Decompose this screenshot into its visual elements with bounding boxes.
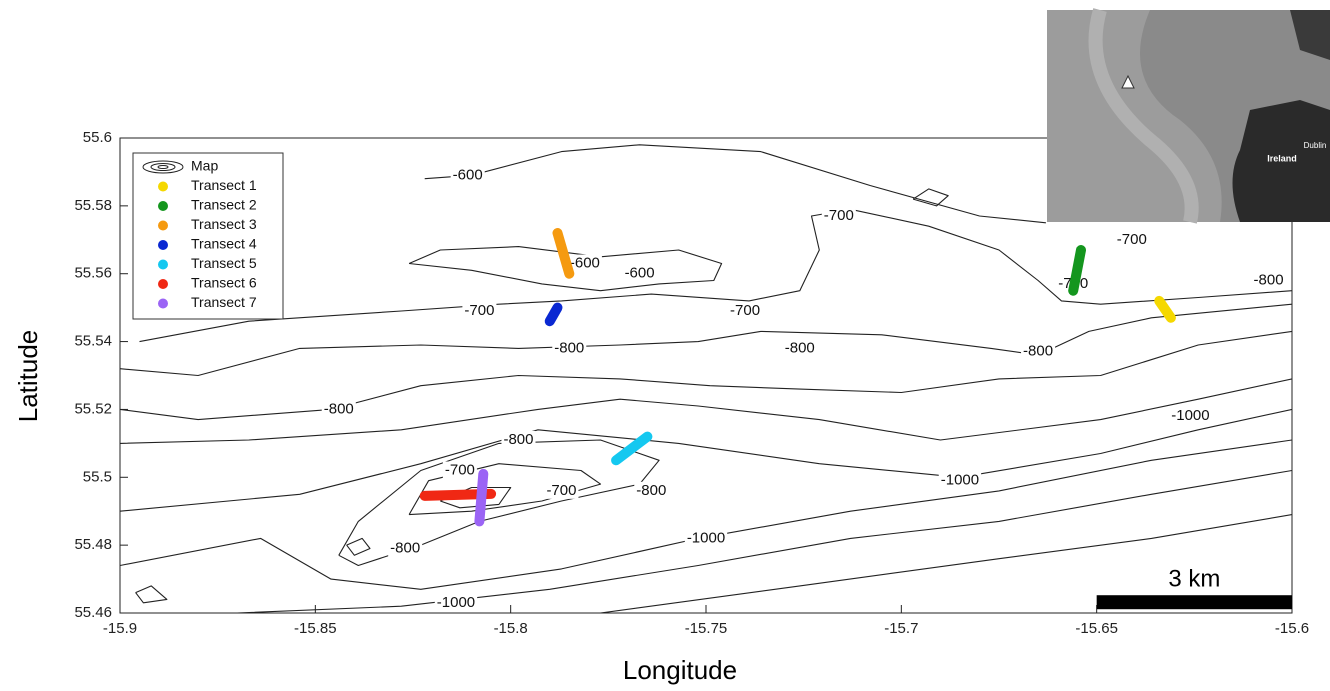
- y-tick-label: 55.5: [83, 468, 112, 485]
- contour-label: -600: [453, 166, 483, 183]
- contour-label: -700: [546, 482, 576, 499]
- transect: [558, 233, 570, 274]
- legend-swatch: [158, 182, 168, 192]
- scale-bar: [1097, 595, 1292, 609]
- contour-label: -700: [445, 461, 475, 478]
- inset-label: Ireland: [1267, 153, 1297, 163]
- legend-label: Transect 5: [191, 255, 257, 271]
- contour-label: -1000: [1171, 407, 1209, 424]
- contour-line: [425, 145, 1046, 223]
- contour-line: [136, 586, 167, 603]
- y-tick-label: 55.6: [83, 129, 112, 146]
- y-tick-label: 55.52: [74, 400, 112, 417]
- transect: [550, 308, 558, 322]
- legend-swatch: [158, 279, 168, 289]
- legend-label: Transect 4: [191, 236, 257, 252]
- x-tick-label: -15.8: [494, 620, 528, 637]
- contour-line: [347, 538, 370, 555]
- y-tick-label: 55.58: [74, 197, 112, 214]
- x-tick-label: -15.9: [103, 620, 137, 637]
- contour-label: -800: [1254, 271, 1284, 288]
- x-tick-label: -15.6: [1275, 620, 1309, 637]
- contour-label: -1000: [437, 594, 475, 611]
- y-tick-label: 55.46: [74, 604, 112, 621]
- y-tick-label: 55.54: [74, 333, 112, 350]
- legend-label: Transect 1: [191, 177, 257, 193]
- contour-line: [120, 304, 1292, 375]
- y-axis-label: Latitude: [13, 330, 43, 423]
- legend-swatch: [158, 299, 168, 309]
- contour-label: -800: [1023, 343, 1053, 360]
- x-tick-label: -15.85: [294, 620, 337, 637]
- inset-label: Dublin: [1304, 141, 1327, 150]
- contour-label: -600: [625, 265, 655, 282]
- x-tick-label: -15.7: [884, 620, 918, 637]
- legend-label: Transect 2: [191, 197, 257, 213]
- x-axis-label: Longitude: [623, 655, 737, 685]
- y-tick-label: 55.48: [74, 536, 112, 553]
- legend-label: Transect 6: [191, 275, 257, 291]
- contour-line: [913, 189, 948, 206]
- contour-label: -700: [824, 207, 854, 224]
- contour-label: -800: [503, 431, 533, 448]
- contour-line: [120, 440, 1292, 589]
- transect: [479, 474, 483, 522]
- x-tick-label: -15.65: [1075, 620, 1118, 637]
- contour-label: -800: [390, 540, 420, 557]
- transect: [1159, 301, 1171, 318]
- contour-label: -600: [570, 255, 600, 272]
- contour-label: -700: [730, 302, 760, 319]
- x-tick-label: -15.75: [685, 620, 728, 637]
- contour-line: [339, 440, 659, 566]
- contour-label: -700: [464, 302, 494, 319]
- contour-label: -1000: [687, 529, 725, 546]
- legend-swatch: [158, 260, 168, 270]
- contour-label: -700: [1117, 231, 1147, 248]
- contour-label: -800: [785, 339, 815, 356]
- legend-label: Transect 7: [191, 294, 257, 310]
- legend-swatch: [158, 221, 168, 231]
- y-tick-label: 55.56: [74, 265, 112, 282]
- legend: Map Transect 1 Transect 2 Transect 3 Transec…: [133, 153, 283, 319]
- scale-bar-label: 3 km: [1168, 565, 1220, 592]
- contour-label: -800: [324, 400, 354, 417]
- contour-label: -1000: [941, 472, 979, 489]
- legend-label: Transect 3: [191, 216, 257, 232]
- legend-label: Map: [191, 158, 218, 174]
- contour-label: -800: [554, 339, 584, 356]
- legend-swatch: [158, 201, 168, 211]
- legend-swatch: [158, 240, 168, 250]
- contour-line: [120, 409, 1292, 511]
- contour-line: [120, 379, 1292, 444]
- inset-map: Ireland Dublin: [1047, 10, 1330, 222]
- contour-label: -800: [636, 482, 666, 499]
- transect: [616, 437, 647, 461]
